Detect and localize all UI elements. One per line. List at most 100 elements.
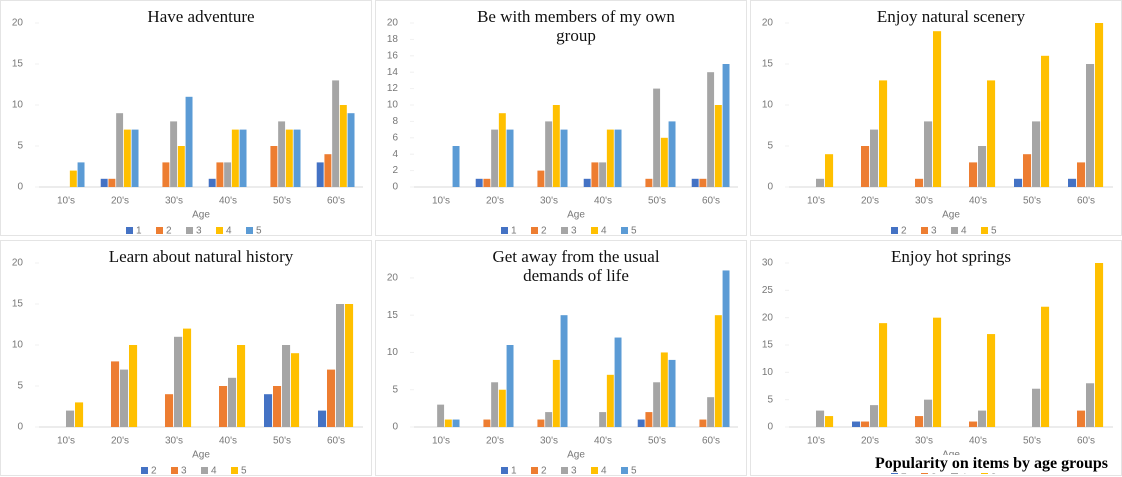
bar [1041, 306, 1050, 427]
x-axis-label: Age [192, 450, 210, 461]
bar [915, 416, 924, 427]
y-tick-label: 2 [392, 165, 398, 176]
bar [66, 410, 75, 427]
y-tick-label: 20 [12, 258, 24, 269]
y-tick-label: 15 [762, 59, 774, 70]
x-tick-label: 10's [432, 196, 450, 207]
bar [177, 146, 185, 187]
y-tick-label: 10 [12, 340, 24, 351]
x-axis-label: Age [942, 210, 960, 221]
x-tick-label: 60's [327, 436, 345, 447]
y-tick-label: 5 [767, 394, 773, 405]
y-tick-label: 5 [17, 381, 23, 392]
bar [722, 64, 730, 187]
y-tick-label: 20 [12, 18, 24, 29]
x-axis-label: Age [192, 210, 210, 221]
bar [637, 419, 645, 427]
y-tick-label: 10 [387, 347, 399, 358]
bar [969, 421, 978, 427]
x-tick-label: 20's [861, 196, 879, 207]
chart-panel: 0 5 10 15 20 10's 20's 30's 40's 50's 60's Age 1 2 3 4 5… [375, 240, 747, 477]
x-tick-label: 10's [807, 436, 825, 447]
legend-label: 5 [241, 466, 247, 477]
y-tick-label: 0 [767, 182, 773, 193]
bar [1086, 383, 1095, 427]
legend-swatch [561, 467, 568, 474]
legend-swatch [951, 227, 958, 234]
bar [452, 419, 460, 427]
x-tick-label: 30's [915, 436, 933, 447]
bar [437, 404, 445, 427]
chart-title: Get away from the usual demands of life [492, 247, 660, 285]
legend-swatch [501, 467, 508, 474]
bar [273, 386, 282, 427]
legend-label: 5 [991, 226, 997, 237]
chart-title: Learn about natural history [108, 247, 294, 266]
legend-swatch [126, 227, 133, 234]
bar [852, 421, 861, 427]
x-tick-label: 60's [327, 196, 345, 207]
chart: 0 5 10 15 20 10's 20's 30's 40's 50's 60's Age 2 3 4 5 [762, 18, 1113, 237]
bar [162, 162, 170, 187]
bar [537, 170, 545, 187]
x-tick-label: 50's [1023, 196, 1041, 207]
y-tick-label: 10 [762, 100, 774, 111]
legend-label: 2 [541, 466, 547, 477]
bar [174, 336, 183, 427]
bar [336, 304, 345, 427]
legend-swatch [201, 467, 208, 474]
bar [614, 129, 622, 187]
bar [614, 337, 622, 427]
legend-label: 3 [931, 226, 937, 237]
y-tick-label: 25 [762, 285, 774, 296]
bar [707, 72, 715, 187]
bar [475, 178, 483, 187]
legend-swatch [621, 227, 628, 234]
x-tick-label: 60's [1077, 196, 1095, 207]
y-tick-label: 15 [12, 59, 24, 70]
bar [879, 323, 888, 427]
bar [185, 96, 193, 187]
bar [707, 397, 715, 427]
bar [933, 317, 942, 427]
chart-panel: 0 5 10 15 20 10's 20's 30's 40's 50's 60's Age 1 2 3 4 5… [0, 0, 372, 237]
x-tick-label: 40's [594, 436, 612, 447]
chart-panel: 0 5 10 15 20 10's 20's 30's 40's 50's 60's Age 2 3 4 5 E… [750, 0, 1122, 237]
bar [591, 162, 599, 187]
legend-label: 4 [211, 466, 217, 477]
chart: 0 5 10 15 20 10's 20's 30's 40's 50's 60's Age 1 2 3 4 5 [387, 270, 738, 477]
legend-label: 4 [601, 466, 607, 477]
x-tick-label: 60's [702, 436, 720, 447]
bar [452, 146, 460, 187]
bar [978, 410, 987, 427]
legend-label: 3 [571, 226, 577, 237]
bar [129, 345, 138, 427]
bar [293, 129, 301, 187]
bar [861, 421, 870, 427]
bar [933, 31, 942, 188]
x-tick-label: 50's [648, 436, 666, 447]
x-tick-label: 10's [57, 436, 75, 447]
bar [491, 129, 499, 187]
bar [606, 374, 614, 427]
y-tick-label: 0 [17, 182, 23, 193]
bar [327, 369, 336, 427]
bar [1077, 410, 1086, 427]
x-tick-label: 20's [111, 196, 129, 207]
bar [1068, 178, 1077, 187]
legend-swatch [501, 227, 508, 234]
bar [653, 382, 661, 427]
bar [131, 129, 139, 187]
bar [668, 359, 676, 427]
y-tick-label: 15 [762, 340, 774, 351]
bar [291, 353, 300, 427]
bar [924, 399, 933, 427]
bar [545, 412, 553, 427]
bar [1023, 154, 1032, 187]
bar [816, 178, 825, 187]
bar [560, 129, 568, 187]
y-tick-label: 0 [767, 422, 773, 433]
legend-label: 2 [901, 226, 907, 237]
bar [339, 105, 347, 187]
bar [224, 162, 232, 187]
